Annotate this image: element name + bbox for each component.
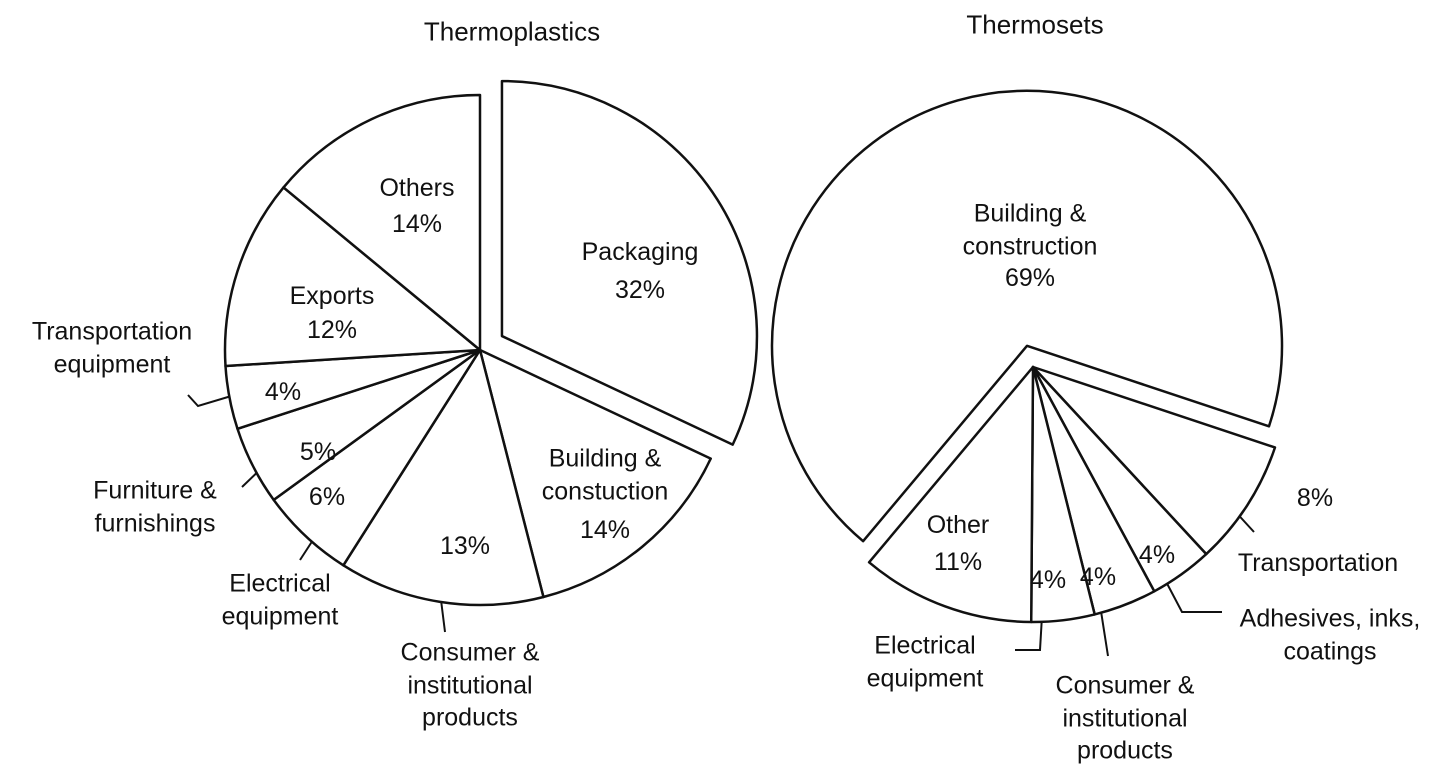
- pie-slice: [770, 89, 1284, 543]
- value-label: 8%: [1296, 483, 1334, 512]
- slice-label: Other: [926, 510, 990, 539]
- slice-label: Transportation equipment: [31, 317, 193, 379]
- pie-slice: [282, 93, 482, 352]
- value-label: 4%: [1138, 540, 1176, 569]
- value-label: 5%: [299, 437, 337, 466]
- leader-line: [440, 599, 446, 633]
- slice-label: Packaging: [581, 237, 699, 266]
- slice-label: Building & construction: [962, 199, 1098, 261]
- slice-label: Consumer & institutional products: [400, 638, 540, 732]
- value-label: 69%: [1004, 263, 1056, 292]
- leader-line: [1015, 615, 1043, 651]
- slice-label: Electrical equipment: [221, 569, 339, 631]
- slice-label: Consumer & institutional products: [1055, 671, 1195, 765]
- pie-slice: [500, 79, 759, 446]
- slice-label: Electrical equipment: [866, 631, 984, 693]
- leader-line: [1161, 573, 1222, 613]
- slice-label: Adhesives, inks, coatings: [1239, 604, 1421, 666]
- value-label: 32%: [614, 275, 666, 304]
- pie-slice: [223, 186, 482, 368]
- slice-label: Transportation: [1237, 548, 1399, 577]
- slice-label: Exports: [289, 281, 375, 310]
- pie-slice: [867, 365, 1035, 624]
- chart-title: Thermoplastics: [423, 16, 601, 47]
- pie-slice: [342, 348, 545, 607]
- value-label: 4%: [1029, 565, 1067, 594]
- value-label: 13%: [439, 531, 491, 560]
- value-label: 4%: [264, 377, 302, 406]
- slice-label: Building & constuction: [541, 444, 669, 506]
- value-label: 11%: [933, 547, 983, 576]
- value-label: 6%: [308, 482, 346, 511]
- pie-slice: [478, 348, 712, 599]
- slice-label: Furniture & furnishings: [93, 476, 217, 538]
- value-label: 12%: [306, 315, 358, 344]
- slice-label: Others: [379, 173, 455, 202]
- value-label: 14%: [391, 209, 443, 238]
- value-label: 4%: [1079, 562, 1117, 591]
- leader-line: [187, 393, 239, 408]
- value-label: 14%: [579, 515, 631, 544]
- chart-title: Thermosets: [966, 9, 1104, 40]
- pie-slice: [1031, 365, 1277, 556]
